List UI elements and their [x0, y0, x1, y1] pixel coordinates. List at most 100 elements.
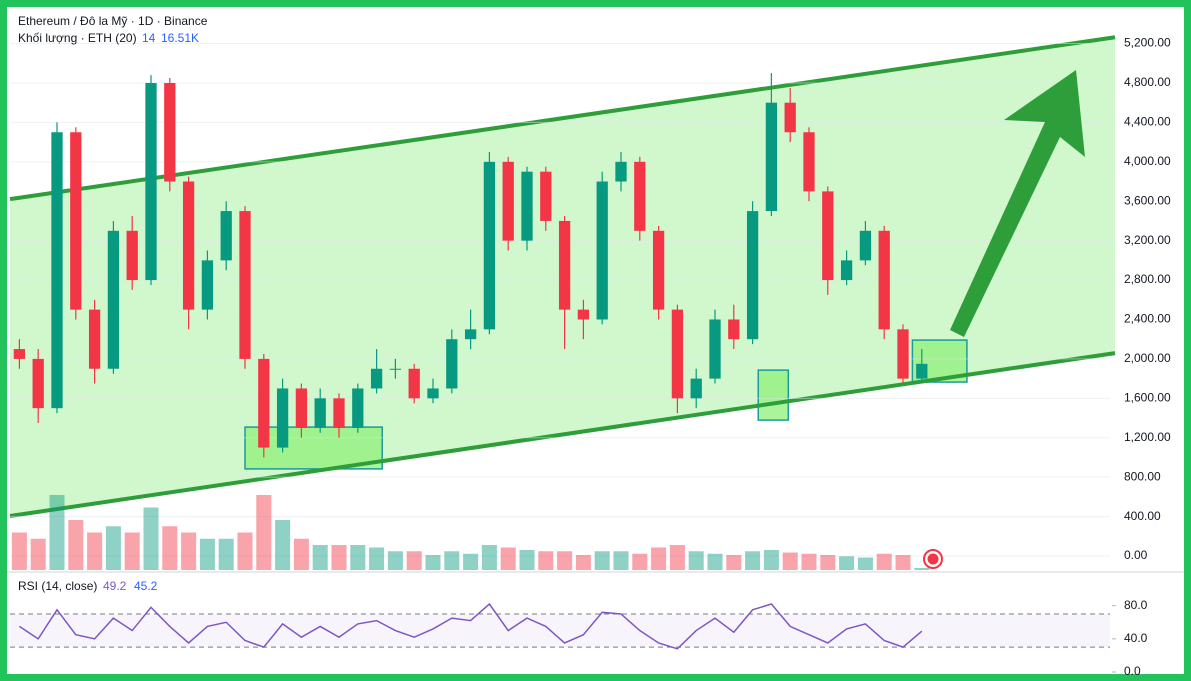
candle-body — [558, 220, 571, 310]
y-tick-label: 4,800.00 — [1124, 75, 1171, 89]
volume-bar — [312, 545, 328, 570]
y-tick-label: 400.00 — [1124, 509, 1161, 523]
volume-bar — [857, 557, 873, 570]
volume-bar — [425, 555, 441, 570]
candle-body — [540, 171, 552, 221]
volume-bar — [68, 520, 84, 570]
candle-body — [464, 329, 477, 340]
volume-bar — [444, 551, 460, 570]
volume-bar — [293, 538, 309, 570]
volume-bar — [463, 553, 479, 570]
volume-bar — [538, 551, 554, 570]
grid-layer: 0.00 400.00 800.00 1,200.00 1,600.00 2,000.00… — [10, 36, 1171, 562]
candle-body — [803, 132, 815, 192]
chart-title: Ethereum / Đô la Mỹ · 1D · Binance — [18, 14, 208, 28]
candle-body — [615, 161, 627, 182]
rsi-tick-label: 0.0 — [1124, 664, 1141, 678]
volume-bar — [481, 545, 497, 570]
candle-body — [746, 211, 759, 340]
channel-upper — [9, 35, 1116, 202]
rsi-line — [18, 602, 923, 650]
y-tick-label: 2,000.00 — [1124, 351, 1171, 365]
volume-bar — [820, 555, 836, 570]
candle-body — [70, 132, 82, 310]
candle-body — [107, 230, 120, 369]
candle-body — [446, 339, 458, 389]
volume-bar — [162, 526, 178, 570]
candle-body — [596, 181, 608, 320]
candle-body — [126, 230, 138, 281]
volume-bar — [87, 532, 103, 570]
candle-body — [51, 132, 63, 409]
rsi-tick-label: 80.0 — [1124, 598, 1148, 612]
volume-bar — [218, 538, 234, 570]
volume-bar — [500, 547, 516, 570]
volume-bar — [707, 553, 723, 570]
y-tick-label: 4,000.00 — [1124, 154, 1171, 168]
rsi-band — [10, 613, 1110, 648]
y-tick-label: 0.00 — [1124, 548, 1148, 562]
candle-body — [314, 398, 326, 428]
y-tick-label: 3,200.00 — [1124, 233, 1171, 247]
candle-body — [32, 358, 44, 409]
volume-bar — [256, 495, 272, 570]
candle-body — [521, 171, 533, 241]
volume-bar — [651, 547, 667, 570]
candle-body — [577, 309, 590, 320]
volume-bar — [406, 551, 422, 570]
candle-body — [878, 230, 890, 330]
volume-bar — [387, 551, 403, 570]
candle-body — [784, 102, 796, 133]
candle-body — [427, 388, 439, 399]
y-tick-label: 4,400.00 — [1124, 115, 1171, 129]
candle-body — [709, 319, 721, 379]
volume-bar — [350, 545, 366, 570]
volume-bar — [369, 547, 385, 570]
y-tick-label: 3,600.00 — [1124, 193, 1171, 207]
volume-bar — [914, 567, 930, 570]
candle-body — [220, 211, 232, 261]
candle-body — [502, 161, 514, 241]
candle-body — [88, 309, 101, 369]
y-tick-label: 1,200.00 — [1124, 430, 1171, 444]
volume-bar — [181, 532, 197, 570]
candle-body — [765, 102, 778, 212]
volume-bar — [782, 552, 798, 570]
candle-body — [859, 230, 872, 261]
volume-bar — [613, 551, 629, 570]
candle-body — [182, 181, 195, 310]
zone-box — [757, 369, 790, 421]
y-tick-label: 800.00 — [1124, 469, 1161, 483]
volume-layer — [11, 495, 930, 570]
volume-bar — [30, 538, 46, 570]
volume-bar — [688, 551, 704, 570]
volume-bar — [669, 545, 685, 570]
volume-bar — [11, 532, 27, 570]
y-tick-label: 5,200.00 — [1124, 36, 1171, 50]
candle-body — [258, 358, 270, 448]
rsi-layer: 0.0 40.0 80.0 — [10, 598, 1148, 678]
volume-bar — [594, 551, 610, 570]
candle-body — [145, 82, 157, 281]
candle-body — [634, 161, 646, 231]
volume-bar — [839, 556, 855, 570]
volume-bar — [124, 532, 140, 570]
candle-body — [840, 260, 853, 281]
candle-body — [239, 211, 251, 359]
candle-body — [201, 260, 214, 310]
rsi-ma-value: 45.2 — [134, 579, 158, 593]
volume-bar — [275, 520, 291, 570]
rsi-tick-label: 40.0 — [1124, 631, 1148, 645]
volume-bar — [745, 551, 761, 570]
volume-bar — [895, 555, 911, 570]
candle-body — [690, 378, 702, 399]
volume-bar — [632, 553, 648, 570]
volume-bar — [557, 551, 573, 570]
candle-body — [728, 319, 740, 340]
volume-bar — [331, 545, 347, 570]
volume-bar — [143, 507, 159, 570]
candle-body — [916, 363, 928, 379]
candle-body — [164, 82, 176, 182]
